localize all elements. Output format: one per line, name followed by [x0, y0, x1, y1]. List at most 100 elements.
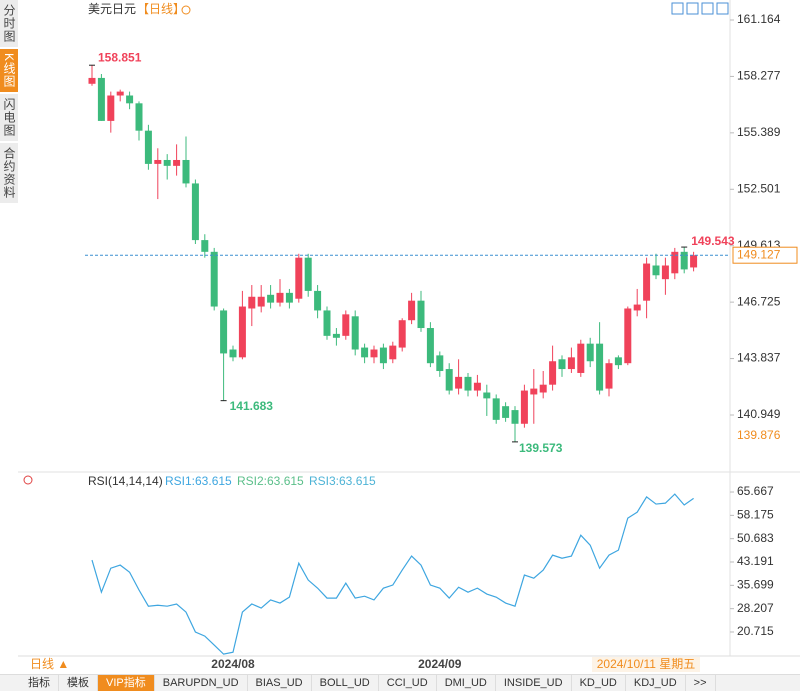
- y-tick-label: 155.389: [737, 125, 781, 139]
- bottom-tabs: 指标 模板 VIP指标 BARUPDN_UD BIAS_UD BOLL_UD CCI_UD D…: [0, 674, 800, 691]
- candle-body: [633, 304, 641, 311]
- extreme-label: 141.683: [230, 399, 274, 413]
- candle-body: [182, 159, 190, 184]
- y-tick-label: 50.683: [737, 531, 774, 545]
- icon[interactable]: [701, 2, 714, 15]
- bottom-tab[interactable]: 模板: [59, 674, 98, 691]
- candle-body: [558, 359, 566, 370]
- candle-body: [144, 130, 152, 164]
- candle-body: [417, 300, 425, 329]
- candle-body: [473, 382, 481, 391]
- candle-body: [295, 257, 303, 299]
- candle-body: [135, 103, 143, 131]
- candle-body: [483, 392, 491, 399]
- candle-body: [530, 388, 538, 395]
- icon[interactable]: [686, 2, 699, 15]
- bottom-tab[interactable]: BOLL_UD: [312, 674, 379, 691]
- side-tab[interactable]: K线图: [0, 49, 18, 93]
- y-tick-label: 161.164: [737, 12, 781, 26]
- bottom-tab[interactable]: BARUPDN_UD: [155, 674, 248, 691]
- candle-body: [257, 296, 265, 307]
- y-tick-label: 146.725: [737, 294, 781, 308]
- candle-body: [314, 290, 322, 311]
- candle-body: [690, 255, 698, 268]
- side-tab[interactable]: 分时图: [0, 0, 18, 47]
- y-tick-label: 20.715: [737, 624, 774, 638]
- candle-body: [539, 384, 547, 393]
- bottom-tab[interactable]: 指标: [20, 674, 59, 691]
- candle-body: [304, 257, 312, 291]
- candle-body: [107, 95, 115, 121]
- candle-body: [398, 320, 406, 348]
- candle-body: [210, 251, 218, 307]
- bottom-tab[interactable]: KD_UD: [572, 674, 626, 691]
- candle-body: [229, 349, 237, 358]
- candle-body: [520, 390, 528, 424]
- candle-body: [436, 355, 444, 372]
- sidebar: 分时图 K线图 闪电图 合约资料: [0, 0, 18, 205]
- candle-body: [492, 398, 500, 420]
- candle-body: [596, 343, 604, 391]
- settings-icon[interactable]: [23, 475, 33, 485]
- candle-body: [248, 296, 256, 309]
- candle-body: [502, 406, 510, 418]
- candle-body: [661, 265, 669, 280]
- add-icon[interactable]: [181, 5, 191, 15]
- candle-body: [605, 363, 613, 389]
- cursor-date-box: [592, 657, 700, 672]
- extreme-label: 158.851: [98, 50, 142, 64]
- icon[interactable]: [716, 2, 729, 15]
- period-button[interactable]: 日线 ▲: [30, 657, 69, 671]
- side-tab[interactable]: 合约资料: [0, 143, 18, 204]
- candle-body: [643, 263, 651, 301]
- candle-body: [567, 357, 575, 370]
- candle-body: [577, 343, 585, 373]
- y-tick-label: 28.207: [737, 601, 774, 615]
- last-price-box: [732, 246, 798, 264]
- extreme-label: 139.573: [519, 441, 563, 455]
- y-tick-label: 35.699: [737, 577, 774, 591]
- rsi-title: RSI(14,14,14): [88, 474, 163, 488]
- side-tab[interactable]: 闪电图: [0, 94, 18, 142]
- y-tick-label: 58.175: [737, 508, 774, 522]
- candle-body: [464, 376, 472, 391]
- x-tick-label: 2024/08: [211, 657, 255, 671]
- candle-body: [238, 306, 246, 358]
- bottom-tab[interactable]: INSIDE_UD: [496, 674, 572, 691]
- candle-body: [671, 251, 679, 274]
- x-tick-label: 2024/09: [418, 657, 462, 671]
- candle-body: [361, 347, 369, 358]
- bottom-tab[interactable]: BIAS_UD: [248, 674, 312, 691]
- bottom-tab[interactable]: KDJ_UD: [626, 674, 686, 691]
- y-tick-label: 43.191: [737, 554, 774, 568]
- candle-body: [408, 300, 416, 321]
- legend-item: RSI3:63.615: [309, 474, 376, 488]
- bottom-tab[interactable]: VIP指标: [98, 674, 155, 691]
- y-tick-label: 140.949: [737, 407, 781, 421]
- bottom-tab[interactable]: >>: [686, 674, 716, 691]
- candle-body: [379, 347, 387, 364]
- toolbar-icons[interactable]: [671, 2, 729, 15]
- candle-body: [173, 159, 181, 166]
- low-marker-label: 139.876: [737, 428, 781, 442]
- y-tick-label: 158.277: [737, 69, 781, 83]
- period-label: 【日线】: [137, 2, 185, 16]
- candle-body: [285, 292, 293, 303]
- candle-body: [549, 361, 557, 385]
- y-tick-label: 152.501: [737, 181, 781, 195]
- candle-body: [201, 240, 209, 252]
- bottom-tab[interactable]: DMI_UD: [437, 674, 496, 691]
- candle-body: [267, 294, 275, 303]
- bottom-tab[interactable]: CCI_UD: [379, 674, 437, 691]
- candle-body: [191, 183, 199, 241]
- candle-body: [323, 310, 331, 336]
- candle-body: [276, 292, 284, 303]
- candle-body: [332, 333, 340, 338]
- icon[interactable]: [671, 2, 684, 15]
- candle-body: [163, 159, 171, 166]
- candle-body: [511, 410, 519, 424]
- candle-body: [680, 251, 688, 270]
- candle-body: [624, 308, 632, 364]
- candle-body: [342, 314, 350, 336]
- candle-body: [586, 343, 594, 362]
